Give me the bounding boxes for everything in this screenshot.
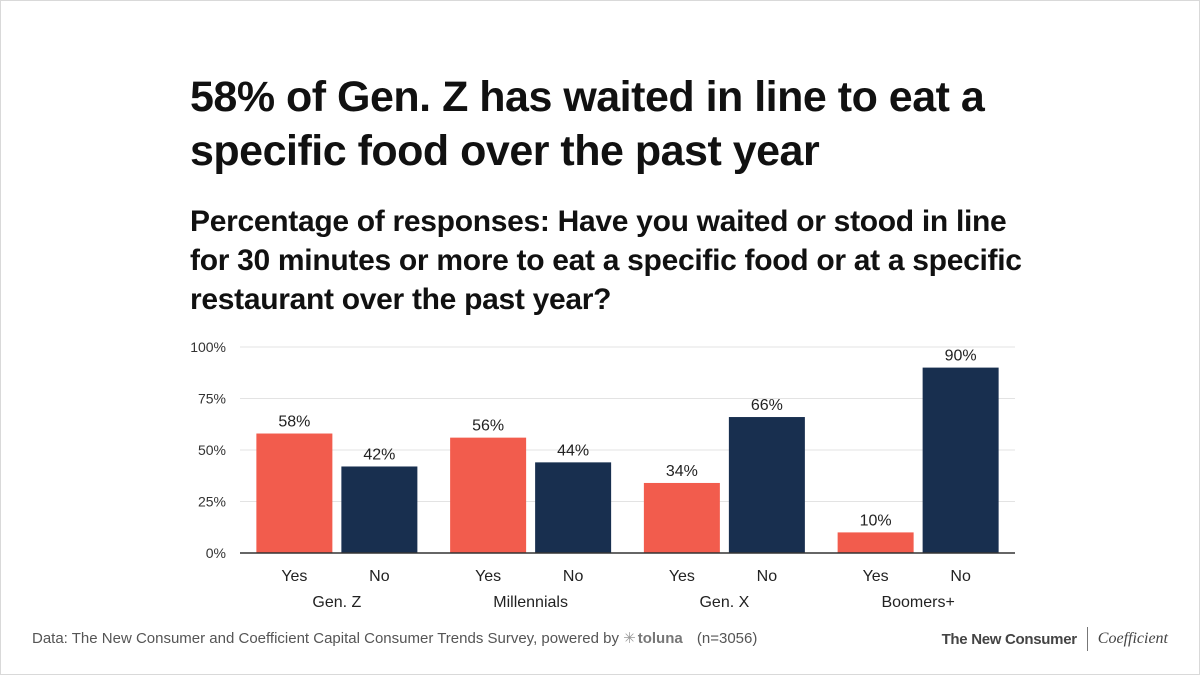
- bar-yes: [256, 433, 333, 553]
- x-tick-label: No: [950, 568, 971, 585]
- data-label: 10%: [860, 512, 892, 529]
- category-label: Gen. X: [699, 594, 749, 611]
- data-label: 34%: [666, 463, 698, 480]
- x-tick-label: No: [563, 568, 584, 585]
- data-label: 66%: [751, 397, 783, 414]
- toluna-star-icon: ✳: [623, 630, 636, 647]
- y-tick-label: 25%: [198, 494, 226, 510]
- source-note: Data: The New Consumer and Coefficient C…: [32, 629, 757, 647]
- coefficient-logo: Coefficient: [1097, 630, 1168, 647]
- bar-yes: [837, 532, 914, 553]
- chart-subtitle: Percentage of responses: Have you waited…: [190, 205, 1022, 316]
- bar-no: [922, 367, 999, 553]
- bar-no: [341, 466, 418, 553]
- x-tick-label: No: [369, 568, 390, 585]
- x-tick-label: Yes: [475, 568, 501, 585]
- category-label: Gen. Z: [312, 594, 361, 611]
- bar-yes: [450, 437, 527, 553]
- sample-size: (n=3056): [696, 630, 758, 647]
- x-tick-label: Yes: [669, 568, 695, 585]
- brand-logos: The New Consumer Coefficient: [942, 624, 1168, 654]
- y-tick-label: 0%: [206, 545, 226, 561]
- data-label: 56%: [472, 418, 504, 435]
- x-tick-label: Yes: [863, 568, 889, 585]
- category-label: Boomers+: [881, 594, 954, 611]
- chart-title: 58% of Gen. Z has waited in line to eat …: [190, 73, 985, 175]
- data-label: 58%: [278, 414, 310, 431]
- the-new-consumer-logo: The New Consumer: [941, 630, 1078, 648]
- bar-no: [728, 417, 805, 553]
- y-tick-label: 75%: [198, 391, 226, 407]
- data-label: 42%: [363, 446, 395, 463]
- data-label: 90%: [945, 348, 977, 365]
- toluna-logo: toluna: [637, 630, 683, 647]
- source-text: Data: The New Consumer and Coefficient C…: [32, 630, 619, 647]
- bar-yes: [643, 482, 720, 553]
- x-tick-label: Yes: [281, 568, 307, 585]
- category-label: Millennials: [493, 594, 568, 611]
- y-tick-label: 100%: [190, 339, 226, 355]
- x-tick-label: No: [757, 568, 778, 585]
- data-label: 44%: [557, 442, 589, 459]
- logo-divider: [1086, 627, 1088, 651]
- y-tick-label: 50%: [198, 442, 226, 458]
- bar-no: [535, 462, 612, 553]
